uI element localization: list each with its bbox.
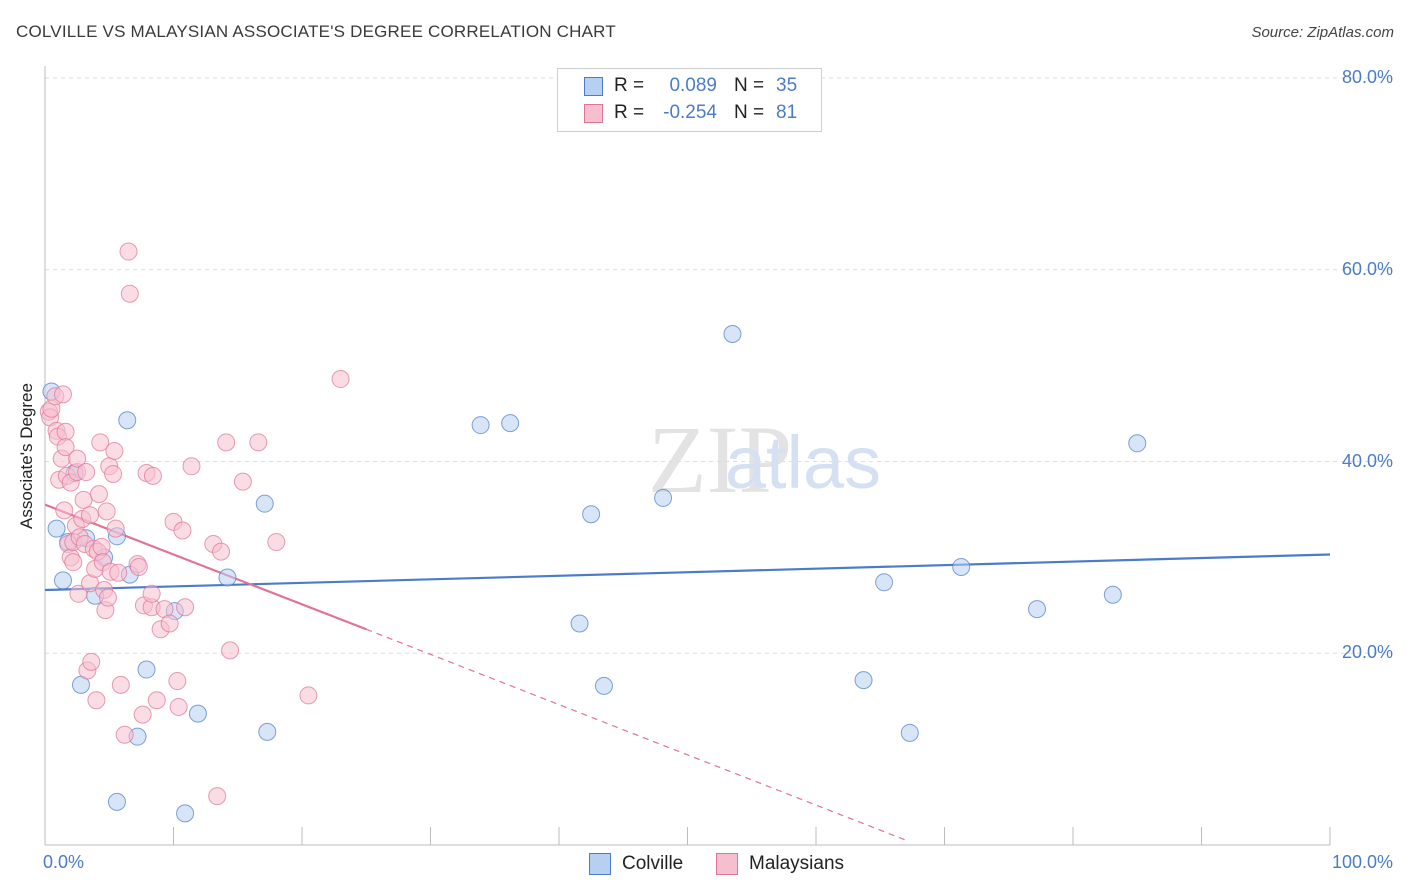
colville-point bbox=[594, 676, 613, 695]
malaysians-point bbox=[176, 598, 195, 617]
colville-point bbox=[654, 488, 673, 507]
malaysians-point bbox=[143, 466, 162, 485]
malaysians-point bbox=[142, 584, 161, 603]
malaysians-point bbox=[212, 542, 231, 561]
stats-legend: R = 0.089 N = 35 R = -0.254 N = 81 bbox=[557, 68, 822, 132]
malaysians-point bbox=[74, 490, 93, 509]
malaysians-point bbox=[119, 242, 138, 261]
malaysians-point bbox=[64, 553, 83, 572]
malaysians-point bbox=[168, 672, 187, 691]
colville-point bbox=[47, 519, 66, 538]
colville-point bbox=[1103, 585, 1122, 604]
malaysians-swatch bbox=[584, 104, 603, 123]
legend-label: Malaysians bbox=[749, 853, 845, 874]
malaysians-point bbox=[299, 686, 318, 705]
colville-point bbox=[137, 660, 156, 679]
malaysians-point bbox=[109, 563, 128, 582]
malaysians-point bbox=[129, 557, 148, 576]
watermark-atlas: atlas bbox=[725, 421, 881, 504]
r-label: R = bbox=[614, 75, 645, 96]
malaysians-point bbox=[111, 675, 130, 694]
legend-label: Colville bbox=[622, 853, 684, 874]
y-tick-label: 20.0% bbox=[1341, 642, 1393, 663]
watermark-zip: ZIP bbox=[648, 406, 792, 513]
malaysians-point bbox=[233, 472, 252, 491]
malaysians-point bbox=[56, 438, 75, 457]
malaysians-point bbox=[97, 502, 116, 521]
malaysians-point bbox=[89, 485, 108, 504]
malaysians-trend-extension bbox=[366, 628, 907, 841]
malaysians-point bbox=[115, 725, 134, 744]
malaysians-point bbox=[92, 537, 111, 556]
malaysians-point bbox=[208, 787, 227, 806]
malaysians-point bbox=[120, 284, 139, 303]
malaysians-point bbox=[55, 501, 74, 520]
n-label: N = bbox=[734, 102, 765, 123]
malaysians-point bbox=[98, 588, 117, 607]
malaysians-point bbox=[217, 433, 236, 452]
colville-point bbox=[176, 804, 195, 823]
source-label: Source: ZipAtlas.com bbox=[1251, 24, 1394, 41]
colville-point bbox=[1128, 434, 1147, 453]
malaysians-point bbox=[53, 385, 72, 404]
x-tick-label-max: 100.0% bbox=[1331, 852, 1393, 872]
colville-point bbox=[582, 505, 601, 524]
malaysians-point bbox=[87, 691, 106, 710]
chart-title: COLVILLE VS MALAYSIAN ASSOCIATE'S DEGREE… bbox=[16, 22, 616, 41]
malaysians-point bbox=[91, 433, 110, 452]
x-tick-label-min: 0.0% bbox=[43, 852, 85, 872]
colville-point bbox=[471, 416, 490, 435]
colville-point bbox=[255, 494, 274, 513]
colville-point bbox=[900, 723, 919, 742]
y-tick-label: 60.0% bbox=[1341, 258, 1393, 279]
colville-point bbox=[1028, 600, 1047, 619]
malaysians-point bbox=[105, 441, 124, 460]
y-tick-label: 40.0% bbox=[1341, 450, 1393, 471]
colville-point bbox=[258, 722, 277, 741]
malaysians-point bbox=[104, 464, 123, 483]
colville-point bbox=[854, 671, 873, 690]
malaysians-point bbox=[147, 691, 166, 710]
malaysians-point bbox=[249, 433, 268, 452]
malaysians-point bbox=[82, 652, 101, 671]
malaysians-trend-line bbox=[44, 503, 367, 631]
malaysians-point bbox=[182, 457, 201, 476]
malaysians-point bbox=[69, 584, 88, 603]
n-label: N = bbox=[734, 75, 765, 96]
colville-point bbox=[188, 704, 207, 723]
malaysians-point bbox=[56, 422, 75, 441]
n-value: 81 bbox=[776, 102, 798, 123]
malaysians-point bbox=[106, 519, 125, 538]
malaysians-point bbox=[160, 614, 179, 633]
r-value: -0.254 bbox=[663, 102, 717, 123]
malaysians-point bbox=[267, 533, 286, 552]
n-value: 35 bbox=[776, 75, 798, 96]
colville-point bbox=[952, 557, 971, 576]
colville-point bbox=[723, 324, 742, 343]
r-value: 0.089 bbox=[669, 75, 717, 96]
malaysians-point bbox=[68, 449, 87, 468]
malaysians-point bbox=[169, 697, 188, 716]
colville-point bbox=[501, 414, 520, 433]
colville-point bbox=[875, 573, 894, 592]
r-label: R = bbox=[614, 102, 645, 123]
malaysians-swatch bbox=[716, 853, 738, 875]
malaysians-point bbox=[80, 506, 99, 525]
colville-point bbox=[53, 571, 72, 590]
colville-trend-line bbox=[44, 553, 1331, 592]
colville-point bbox=[118, 411, 137, 430]
malaysians-point bbox=[221, 641, 240, 660]
colville-point bbox=[107, 792, 126, 811]
malaysians-point bbox=[133, 705, 152, 724]
colville-swatch bbox=[589, 853, 611, 875]
colville-swatch bbox=[584, 77, 603, 96]
colville-point bbox=[218, 568, 237, 587]
y-axis-label: Associate's Degree bbox=[17, 383, 36, 529]
malaysians-point bbox=[77, 463, 96, 482]
malaysians-point bbox=[331, 370, 350, 389]
malaysians-point bbox=[173, 521, 192, 540]
y-tick-label: 80.0% bbox=[1341, 67, 1393, 87]
colville-point bbox=[570, 614, 589, 633]
